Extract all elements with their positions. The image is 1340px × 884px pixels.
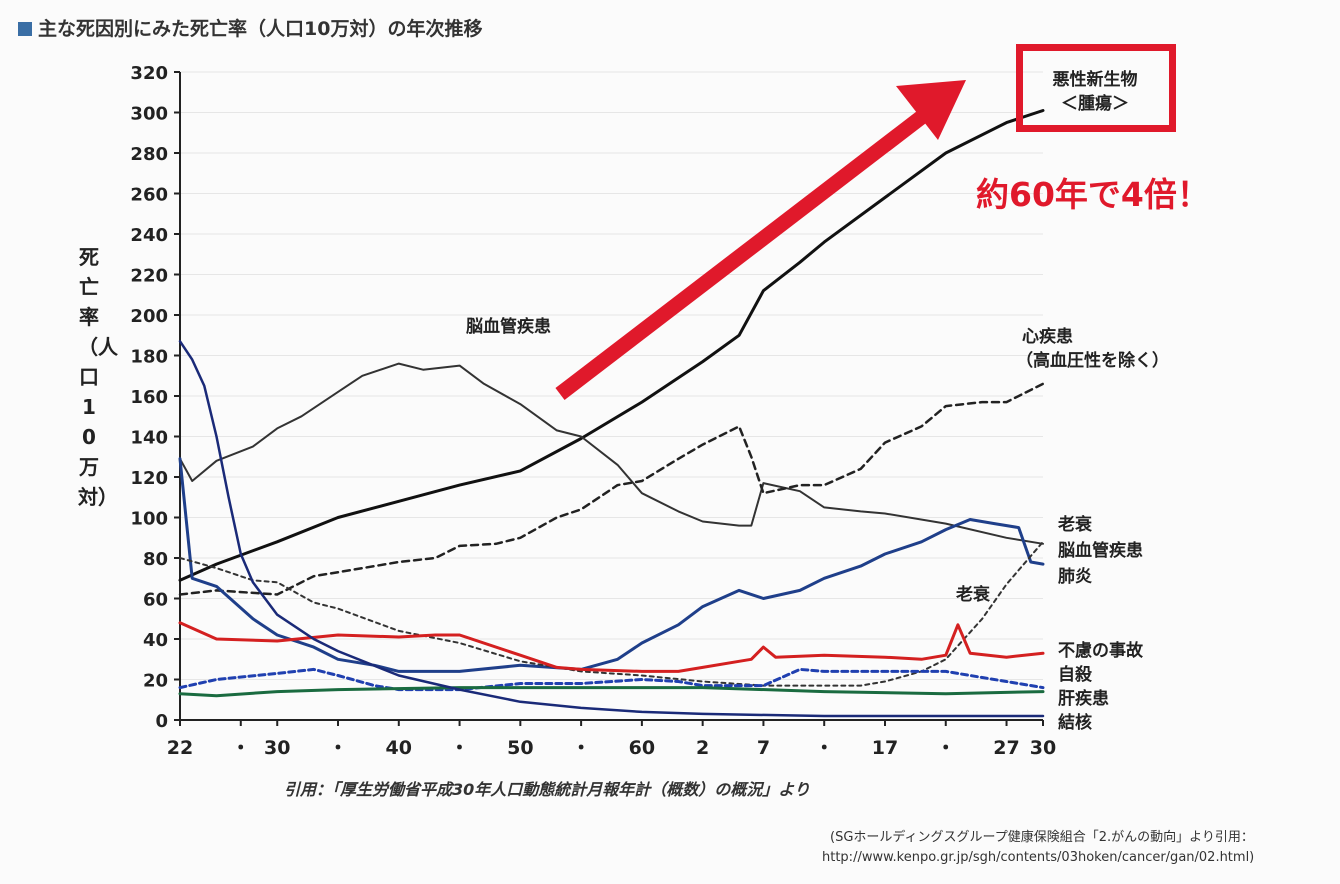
x-tick-label: 27 xyxy=(993,737,1019,759)
series-line xyxy=(178,457,1045,673)
y-tick-label: 120 xyxy=(130,468,168,489)
y-tick-labels: 0 20 40 60 80 100 120 140 160 180 200 220 240 260 280 3… xyxy=(130,63,168,732)
y-tick-label: 220 xyxy=(130,266,168,287)
series-line xyxy=(178,382,1045,596)
cancer-label: 悪性新生物 ＜腫瘍＞ xyxy=(1030,68,1160,116)
x-tick-label: 17 xyxy=(872,737,898,759)
x-tick-label: 60 xyxy=(629,737,655,759)
y-tick-label: 320 xyxy=(130,63,168,84)
trend-arrow xyxy=(555,80,966,400)
y-axis-label: 死亡率（人口10万対） xyxy=(78,245,118,509)
grid xyxy=(180,71,1043,721)
series-lines xyxy=(178,109,1045,718)
y-tick-label: 80 xyxy=(143,549,168,570)
x-tick-label: 2 xyxy=(696,737,709,759)
y-tick-label: 280 xyxy=(130,144,168,165)
y-tick-label: 180 xyxy=(130,347,168,368)
label-senility-mid: 老衰 xyxy=(956,585,990,605)
source-line-2: http://www.kenpo.gr.jp/sgh/contents/03ho… xyxy=(822,850,1255,865)
citation: 引用：「厚生労働省平成30年人口動態統計月報年計（概数）の概況」より xyxy=(284,780,810,799)
y-tick-label: 260 xyxy=(130,185,168,206)
x-tick-label: 40 xyxy=(386,737,412,759)
series-line xyxy=(179,362,1044,545)
end-label-pneumonia: 肺炎 xyxy=(1058,567,1092,587)
trend-arrow-head xyxy=(896,80,966,140)
x-tick-label: 22 xyxy=(167,737,193,759)
end-label-liver: 肝疾患 xyxy=(1058,689,1109,709)
x-tick-label: 7 xyxy=(757,737,770,759)
series-line xyxy=(178,340,1045,718)
y-tick-label: 40 xyxy=(143,630,168,651)
x-tick-label: ・ xyxy=(450,737,469,759)
x-tick-label: ・ xyxy=(329,737,348,759)
label-heart-line1: 心疾患 xyxy=(1022,327,1073,347)
y-tick-label: 160 xyxy=(130,387,168,408)
y-tick-label: 0 xyxy=(155,711,168,732)
series-line xyxy=(179,540,1044,687)
end-label-senility: 老衰 xyxy=(1058,515,1092,535)
source-line-1: (SGホールディングスグループ健康保険組合「2.がんの動向」より引用： xyxy=(830,830,1254,845)
cancer-label-line2: ＜腫瘍＞ xyxy=(1061,94,1129,114)
x-tick-label: ・ xyxy=(572,737,591,759)
series-line xyxy=(178,686,1045,698)
x-tick-label: ・ xyxy=(815,737,834,759)
y-tick-label: 240 xyxy=(130,225,168,246)
axes xyxy=(174,71,1044,726)
y-tick-label: 200 xyxy=(130,306,168,327)
end-label-accident: 不慮の事故 xyxy=(1058,641,1143,661)
cancer-highlight-box xyxy=(1016,44,1176,132)
chart-title: 主な死因別にみた死亡率（人口10万対）の年次推移 xyxy=(18,14,482,41)
x-tick-label: ・ xyxy=(936,737,955,759)
end-label-stroke: 脳血管疾患 xyxy=(1058,541,1143,561)
x-tick-label: 50 xyxy=(507,737,533,759)
series-line xyxy=(178,109,1045,582)
end-label-tuberculosis: 結核 xyxy=(1058,713,1092,733)
end-label-suicide: 自殺 xyxy=(1058,665,1092,685)
chart-title-text: 主な死因別にみた死亡率（人口10万対）の年次推移 xyxy=(38,18,483,40)
x-tick-label: 30 xyxy=(264,737,290,759)
series-line xyxy=(178,667,1045,692)
y-tick-label: 100 xyxy=(130,509,168,530)
y-tick-label: 140 xyxy=(130,428,168,449)
series-line xyxy=(178,621,1045,673)
x-tick-labels: 22 ・ 30 ・ 40 ・ 50 ・ 60 2 7 ・ 17 ・ 27 30 xyxy=(167,737,1056,759)
y-tick-label: 20 xyxy=(143,671,168,692)
y-tick-label: 60 xyxy=(143,590,168,611)
title-marker-icon xyxy=(18,22,32,36)
x-tick-label: 30 xyxy=(1030,737,1056,759)
x-tick-label: ・ xyxy=(231,737,250,759)
cancer-label-line1: 悪性新生物 xyxy=(1052,70,1138,90)
label-heart-line2: （高血圧性を除く） xyxy=(1016,351,1169,371)
trend-arrow-shaft xyxy=(555,100,941,400)
callout-text: 約60年で4倍！ xyxy=(976,175,1210,214)
label-stroke-mid: 脳血管疾患 xyxy=(466,317,551,337)
y-tick-label: 300 xyxy=(130,104,168,125)
